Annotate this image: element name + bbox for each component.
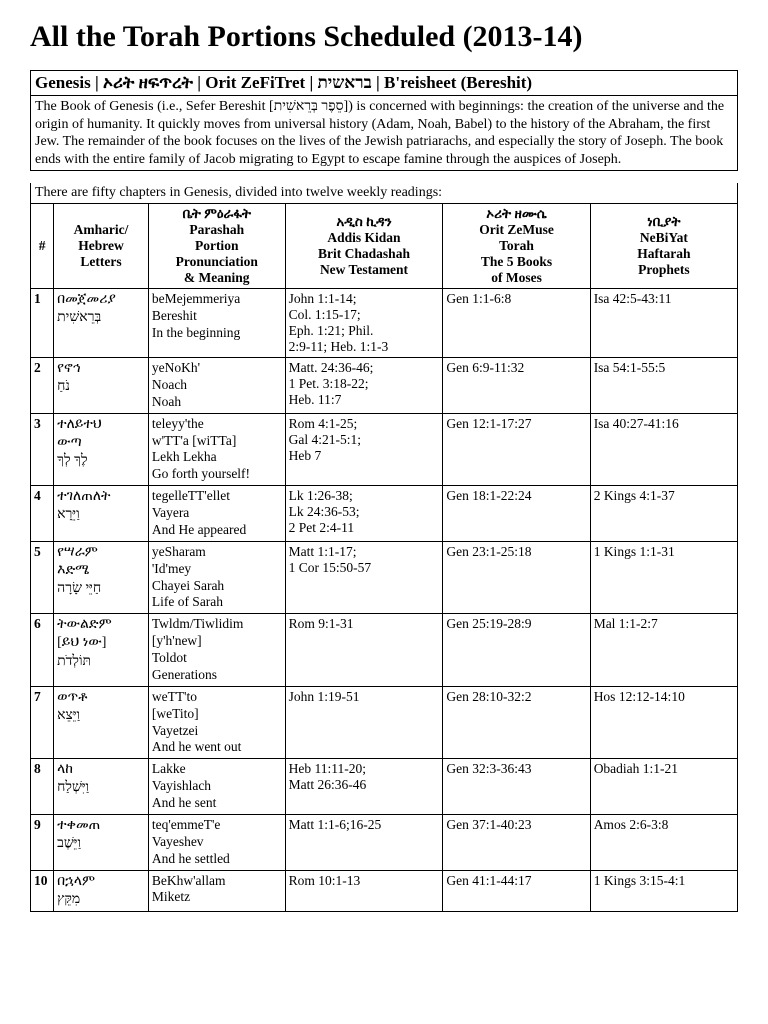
- row-new-testament: Rom 10:1-13: [285, 870, 443, 911]
- row-letters: ተገለጠለትוַיֵּרָא: [54, 486, 149, 542]
- row-letters: ትውልድም[ይህ ነው]תּוֹלְדֹת: [54, 614, 149, 687]
- row-letters: የሣራምእድሜחַיֵּי שָׂרָה: [54, 541, 149, 614]
- row-number: 5: [31, 541, 54, 614]
- row-new-testament: Heb 11:11-20;Matt 26:36-46: [285, 759, 443, 815]
- table-row: 6ትውልድም[ይህ ነው]תּוֹלְדֹתTwldm/Tiwlidim[y'h…: [31, 614, 738, 687]
- row-torah: Gen 1:1-6:8: [443, 289, 590, 358]
- row-portion: BeKhw'allamMiketz: [148, 870, 285, 911]
- row-torah: Gen 25:19-28:9: [443, 614, 590, 687]
- table-header-row: # Amharic/HebrewLetters ቤት ምዕራፋትParashah…: [31, 204, 738, 289]
- row-letters: ወጥቶוַיֵּצֵא: [54, 686, 149, 759]
- row-number: 6: [31, 614, 54, 687]
- row-number: 10: [31, 870, 54, 911]
- row-portion: teleyy'thew'TT'a [wiTTa]Lekh LekhaGo for…: [148, 413, 285, 486]
- row-number: 2: [31, 358, 54, 414]
- row-portion: yeSharam'Id'meyChayei SarahLife of Sarah: [148, 541, 285, 614]
- table-row: 3ተለይተህውጣלֶךְ לְךָteleyy'thew'TT'a [wiTTa…: [31, 413, 738, 486]
- col-portion: ቤት ምዕራፋትParashahPortionPronunciation& Me…: [148, 204, 285, 289]
- row-prophets: Mal 1:1-2:7: [590, 614, 737, 687]
- col-letters: Amharic/HebrewLetters: [54, 204, 149, 289]
- row-prophets: Amos 2:6-3:8: [590, 814, 737, 870]
- row-new-testament: Matt 1:1-17;1 Cor 15:50-57: [285, 541, 443, 614]
- table-row: 5የሣራምእድሜחַיֵּי שָׂרָהyeSharam'Id'meyChay…: [31, 541, 738, 614]
- page-title: All the Torah Portions Scheduled (2013-1…: [30, 20, 738, 54]
- row-portion: yeNoKh'NoachNoah: [148, 358, 285, 414]
- col-prophets: ነቢያትNeBiYatHaftarahProphets: [590, 204, 737, 289]
- row-portion: Twldm/Tiwlidim[y'h'new]ToldotGenerations: [148, 614, 285, 687]
- row-prophets: Hos 12:12-14:10: [590, 686, 737, 759]
- row-new-testament: Rom 4:1-25;Gal 4:21-5:1;Heb 7: [285, 413, 443, 486]
- col-nt: አዲስ ኪዳንAddis KidanBrit ChadashahNew Test…: [285, 204, 443, 289]
- row-prophets: Isa 54:1-55:5: [590, 358, 737, 414]
- row-portion: beMejemmeriyaBereshitIn the beginning: [148, 289, 285, 358]
- row-portion: LakkeVayishlachAnd he sent: [148, 759, 285, 815]
- row-new-testament: Lk 1:26-38;Lk 24:36-53;2 Pet 2:4-11: [285, 486, 443, 542]
- section-intro: There are fifty chapters in Genesis, div…: [30, 183, 738, 203]
- row-letters: በኋላምמִקֵּץ: [54, 870, 149, 911]
- row-prophets: 1 Kings 3:15-4:1: [590, 870, 737, 911]
- row-torah: Gen 12:1-17:27: [443, 413, 590, 486]
- row-torah: Gen 18:1-22:24: [443, 486, 590, 542]
- row-torah: Gen 23:1-25:18: [443, 541, 590, 614]
- col-torah: ኦሪት ዘሙሴOrit ZeMuseTorahThe 5 Booksof Mos…: [443, 204, 590, 289]
- row-portion: teq'emmeT'eVayeshevAnd he settled: [148, 814, 285, 870]
- row-number: 9: [31, 814, 54, 870]
- row-letters: የኖኅנֹחַ: [54, 358, 149, 414]
- row-number: 3: [31, 413, 54, 486]
- row-torah: Gen 28:10-32:2: [443, 686, 590, 759]
- table-row: 10በኋላምמִקֵּץBeKhw'allamMiketzRom 10:1-13…: [31, 870, 738, 911]
- table-row: 7ወጥቶוַיֵּצֵאweTT'to[weTito]VayetzeiAnd h…: [31, 686, 738, 759]
- row-torah: Gen 6:9-11:32: [443, 358, 590, 414]
- row-portion: tegelleTT'elletVayeraAnd He appeared: [148, 486, 285, 542]
- row-torah: Gen 37:1-40:23: [443, 814, 590, 870]
- row-letters: በመጀመሪያבְּרֵאשִׁית: [54, 289, 149, 358]
- row-prophets: 1 Kings 1:1-31: [590, 541, 737, 614]
- table-row: 1በመጀመሪያבְּרֵאשִׁיתbeMejemmeriyaBereshitI…: [31, 289, 738, 358]
- row-number: 8: [31, 759, 54, 815]
- table-row: 4ተገለጠለትוַיֵּרָאtegelleTT'elletVayeraAnd …: [31, 486, 738, 542]
- table-row: 9ተቀመጠוַיֵּשֶׁבteq'emmeT'eVayeshevAnd he …: [31, 814, 738, 870]
- row-new-testament: John 1:1-14;Col. 1:15-17;Eph. 1:21; Phil…: [285, 289, 443, 358]
- row-new-testament: Matt. 24:36-46;1 Pet. 3:18-22;Heb. 11:7: [285, 358, 443, 414]
- row-letters: ተቀመጠוַיֵּשֶׁב: [54, 814, 149, 870]
- row-new-testament: John 1:19-51: [285, 686, 443, 759]
- portions-table: # Amharic/HebrewLetters ቤት ምዕራፋትParashah…: [30, 203, 738, 912]
- row-letters: ላከוַיִּשְׁלַח: [54, 759, 149, 815]
- row-new-testament: Rom 9:1-31: [285, 614, 443, 687]
- row-portion: weTT'to[weTito]VayetzeiAnd he went out: [148, 686, 285, 759]
- row-prophets: 2 Kings 4:1-37: [590, 486, 737, 542]
- row-new-testament: Matt 1:1-6;16-25: [285, 814, 443, 870]
- row-number: 1: [31, 289, 54, 358]
- row-prophets: Isa 42:5-43:11: [590, 289, 737, 358]
- row-torah: Gen 32:3-36:43: [443, 759, 590, 815]
- row-letters: ተለይተህውጣלֶךְ לְךָ: [54, 413, 149, 486]
- row-number: 4: [31, 486, 54, 542]
- table-row: 2የኖኅנֹחַyeNoKh'NoachNoahMatt. 24:36-46;1…: [31, 358, 738, 414]
- row-prophets: Obadiah 1:1-21: [590, 759, 737, 815]
- book-description: The Book of Genesis (i.e., Sefer Bereshi…: [30, 95, 738, 171]
- table-row: 8ላከוַיִּשְׁלַחLakkeVayishlachAnd he sent…: [31, 759, 738, 815]
- row-number: 7: [31, 686, 54, 759]
- row-torah: Gen 41:1-44:17: [443, 870, 590, 911]
- book-header: Genesis | ኦሪት ዘፍጥረት | Orit ZeFiTret | בר…: [30, 70, 738, 95]
- row-prophets: Isa 40:27-41:16: [590, 413, 737, 486]
- col-num: #: [31, 204, 54, 289]
